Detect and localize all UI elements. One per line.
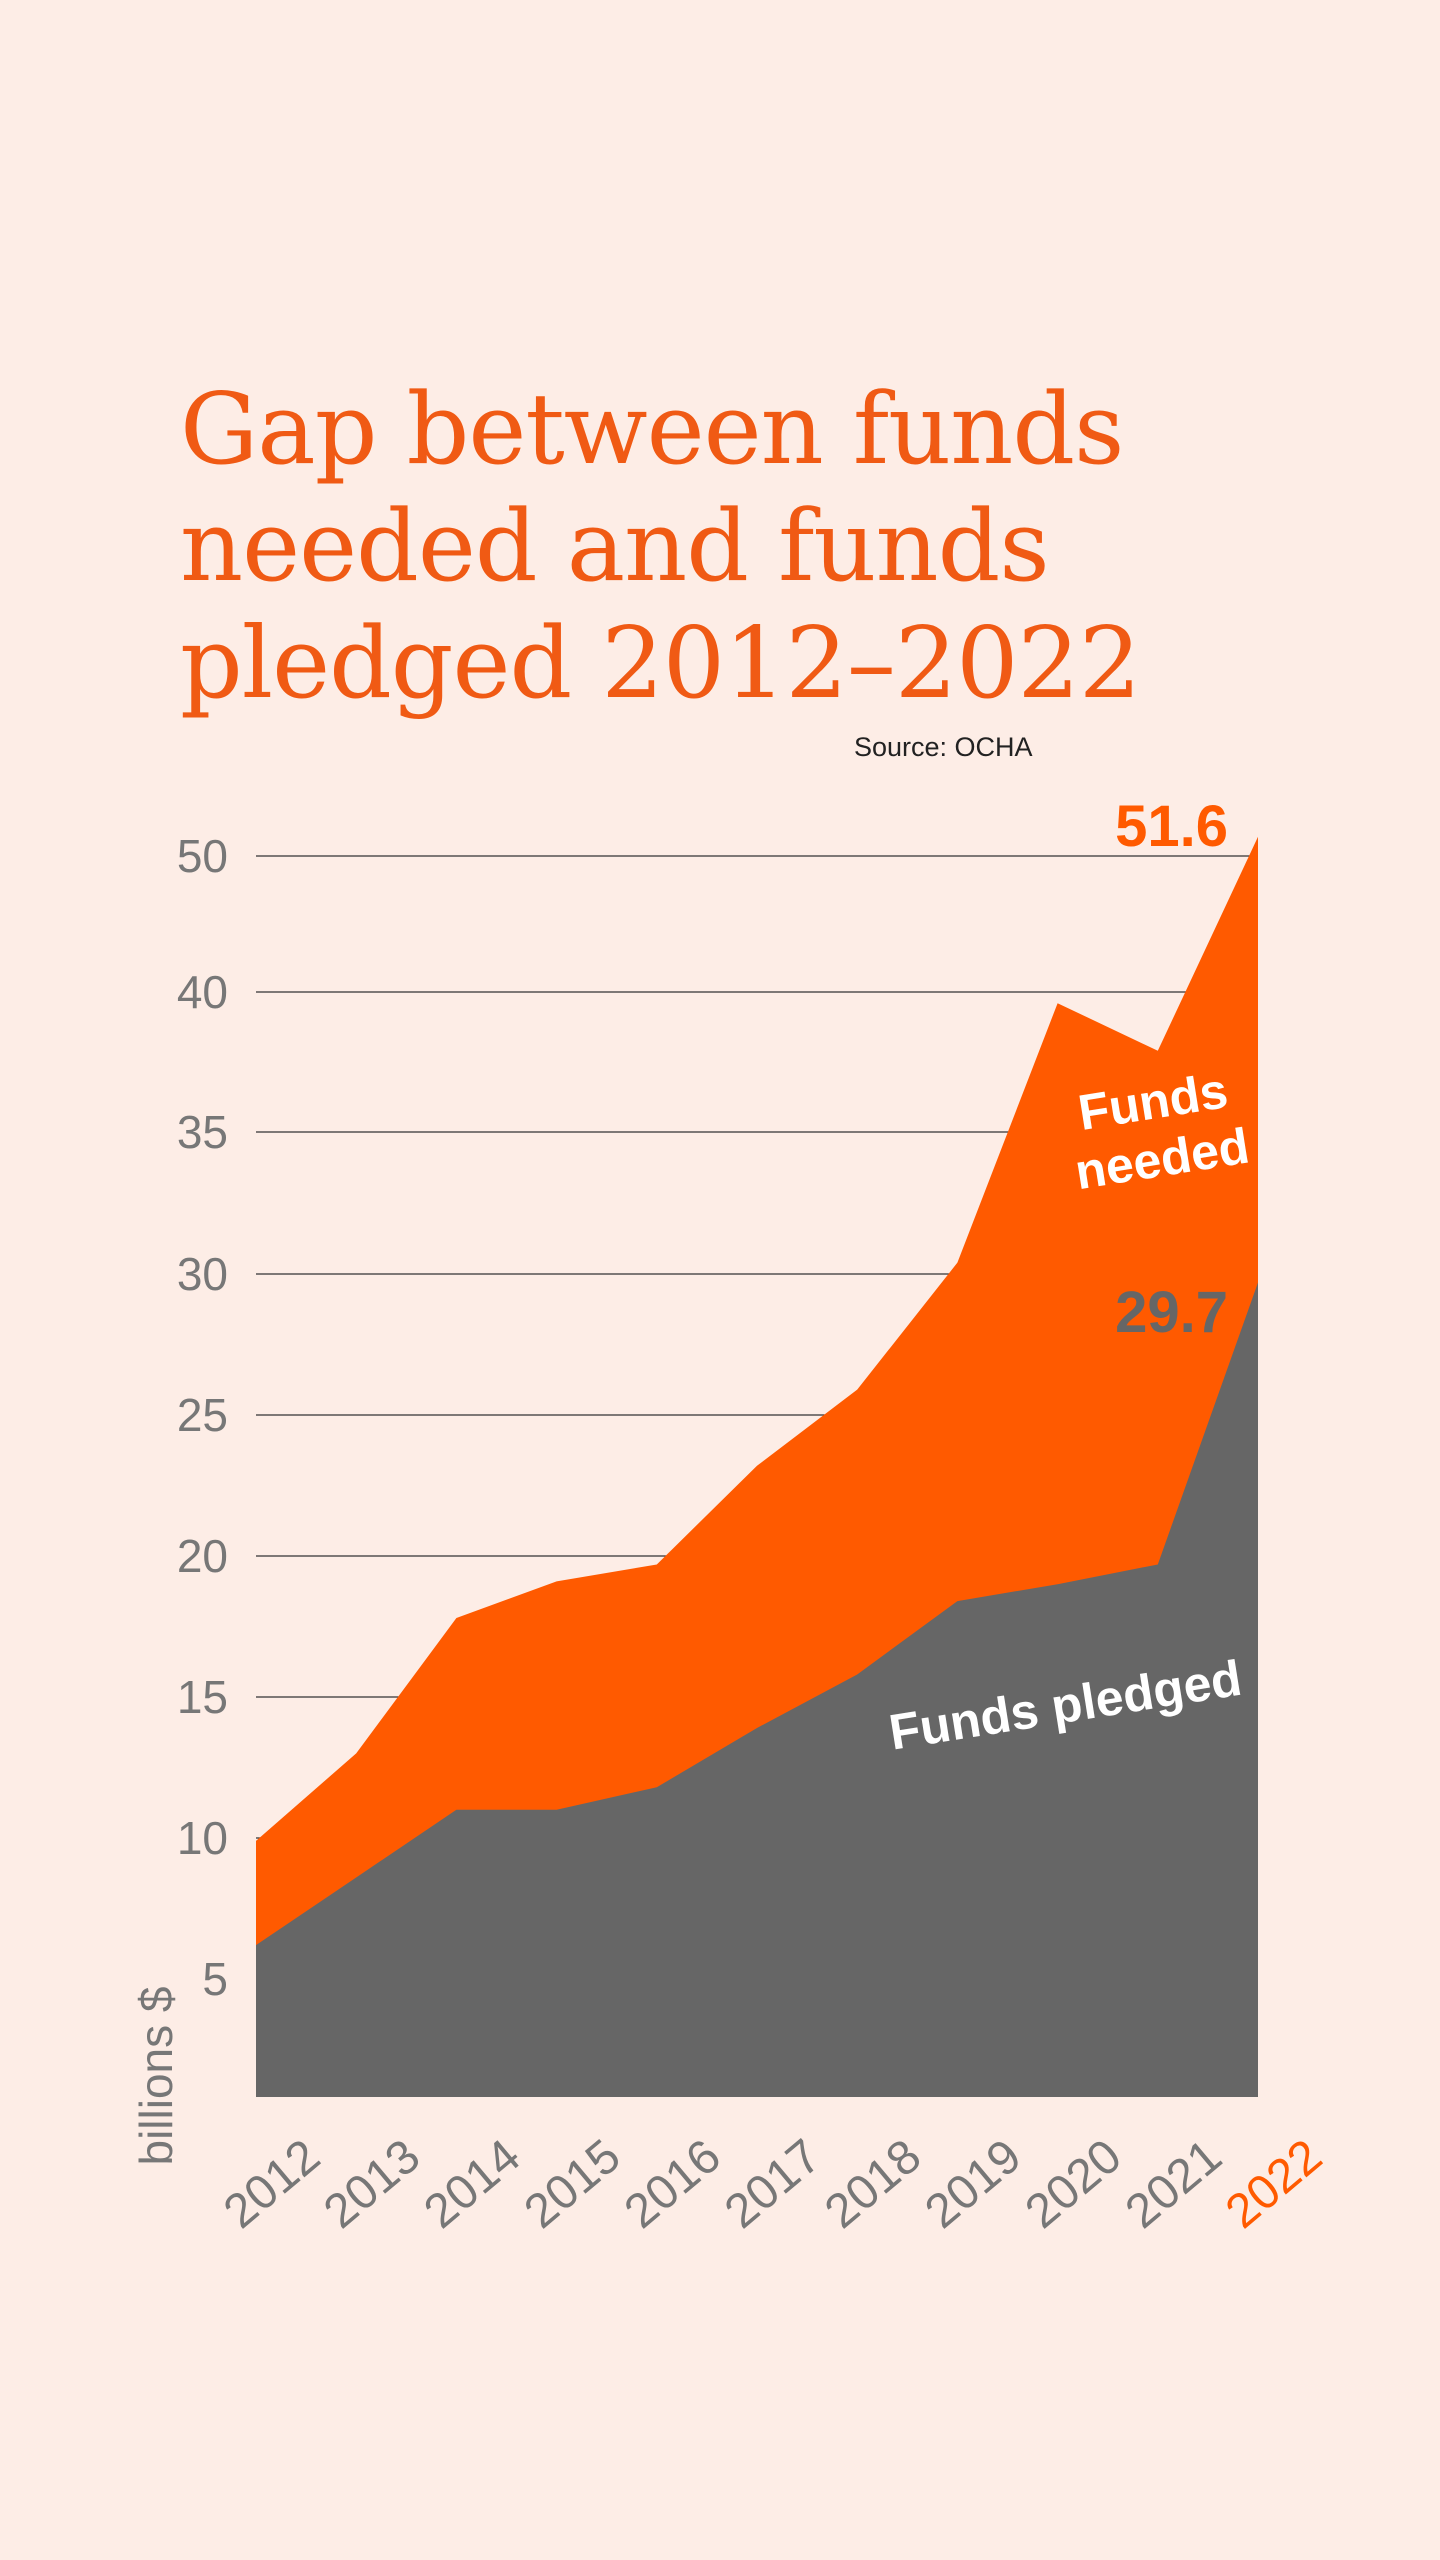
x-tick-label: 2019	[916, 2130, 1032, 2239]
x-tick-label: 2016	[615, 2130, 731, 2239]
y-tick-label: 30	[177, 1248, 228, 1300]
x-tick-label: 2018	[815, 2130, 931, 2239]
y-tick-label: 25	[177, 1389, 228, 1441]
x-tick-label: 2012	[214, 2130, 330, 2239]
chart-source: Source: OCHA	[854, 732, 1033, 762]
chart-title-line-3: pledged 2012–2022	[180, 607, 1141, 721]
x-tick-label: 2020	[1016, 2130, 1132, 2239]
y-tick-label: 20	[177, 1530, 228, 1582]
chart-title-line-1: Gap between funds	[180, 373, 1124, 487]
value-label-funds-needed: 51.6	[1115, 794, 1228, 859]
x-tick-label: 2014	[415, 2130, 531, 2239]
y-axis-label: billions $	[130, 1987, 182, 2166]
value-label-funds-pledged: 29.7	[1115, 1280, 1228, 1345]
x-tick-label: 2013	[314, 2130, 430, 2239]
y-tick-labels: 5 10 15 20 25 30 35 40 50	[177, 830, 228, 2005]
y-tick-label: 5	[202, 1953, 228, 2005]
x-tick-label: 2022	[1216, 2130, 1332, 2239]
x-tick-labels: 2012201320142015201620172018201920202021…	[214, 2130, 1332, 2239]
areas	[256, 836, 1258, 2097]
y-tick-label: 40	[177, 966, 228, 1018]
chart-title: Gap between funds needed and funds pledg…	[180, 372, 1180, 723]
y-tick-label: 35	[177, 1106, 228, 1158]
y-tick-label: 15	[177, 1671, 228, 1723]
x-tick-label: 2021	[1116, 2130, 1232, 2239]
y-tick-label: 50	[177, 830, 228, 882]
y-tick-label: 10	[177, 1812, 228, 1864]
chart-title-line-2: needed and funds	[180, 490, 1050, 604]
x-tick-label: 2017	[715, 2130, 831, 2239]
area-funds-pledged	[256, 1282, 1258, 2097]
x-tick-label: 2015	[515, 2130, 631, 2239]
